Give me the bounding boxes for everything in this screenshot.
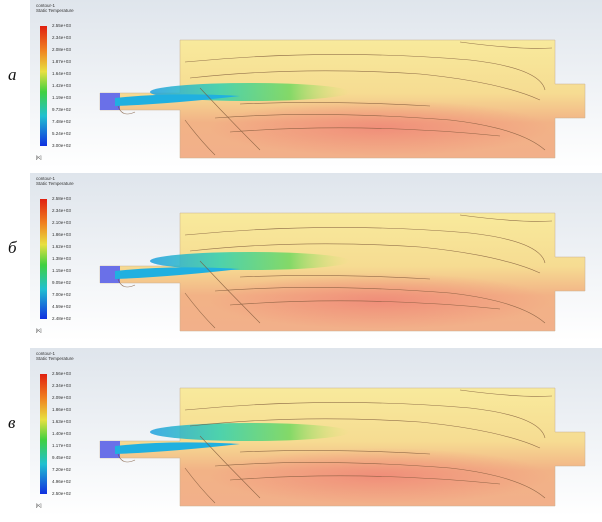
colorbar-label: 2.09e+03 [52,395,71,400]
colorbar-label: 2.34e+03 [52,208,71,213]
colorbar [40,199,47,319]
colorbar-label: 2.34e+03 [52,35,71,40]
colorbar-label: 3.00e+02 [52,143,71,148]
colorbar [40,26,47,146]
colorbar-label: 2.34e+03 [52,383,71,388]
colorbar-label: 1.64e+03 [52,71,71,76]
colorbar-label: 1.62e+03 [52,244,71,249]
colorbar-label: 2.55e+03 [52,23,71,28]
hot-zone [210,273,550,329]
plot-title: Static Temperature [36,8,74,13]
colorbar-label: 9.45e+02 [52,455,71,460]
colorbar-label: 2.50e+02 [52,491,71,496]
colorbar-label: 5.24e+02 [52,131,71,136]
colorbar-label: 1.15e+03 [52,268,71,273]
panel-letter: в [8,413,16,432]
colorbar-label: 7.00e+02 [52,292,71,297]
colorbar-label: 1.40e+03 [52,431,71,436]
colorbar-label: 1.86e+03 [52,232,71,237]
figure: аcontour-1Static Temperature2.55e+032.34… [0,0,602,522]
plot-title: Static Temperature [36,356,74,361]
colorbar [40,374,47,494]
colorbar-label: 7.48e+02 [52,119,71,124]
colorbar-label: 4.59e+02 [52,304,71,309]
panel-letter: а [8,65,17,84]
colorbar-label: 1.42e+03 [52,83,71,88]
colorbar-label: 1.87e+03 [52,59,71,64]
colorbar-label: 1.63e+03 [52,419,71,424]
colorbar-label: 1.19e+03 [52,95,71,100]
hot-zone [210,448,550,504]
colorbar-label: 2.08e+03 [52,47,71,52]
colorbar-label: 7.20e+02 [52,467,71,472]
plot-title: Static Temperature [36,181,74,186]
colorbar-label: 2.48e+02 [52,316,71,321]
colorbar-label: 1.17e+03 [52,443,71,448]
unit-label: [K] [36,503,42,508]
panel-letter: б [8,238,17,257]
jet-core [150,423,350,441]
colorbar-label: 2.58e+03 [52,196,71,201]
colorbar-label: 9.73e+02 [52,107,71,112]
colorbar-label: 4.96e+02 [52,479,71,484]
unit-label: [K] [36,328,42,333]
colorbar-label: 2.10e+03 [52,220,71,225]
colorbar-label: 2.56e+03 [52,371,71,376]
unit-label: [K] [36,155,42,160]
colorbar-label: 1.38e+03 [52,256,71,261]
colorbar-label: 9.05e+02 [52,280,71,285]
jet-core [150,252,350,270]
colorbar-label: 1.86e+03 [52,407,71,412]
hot-zone [210,100,550,156]
